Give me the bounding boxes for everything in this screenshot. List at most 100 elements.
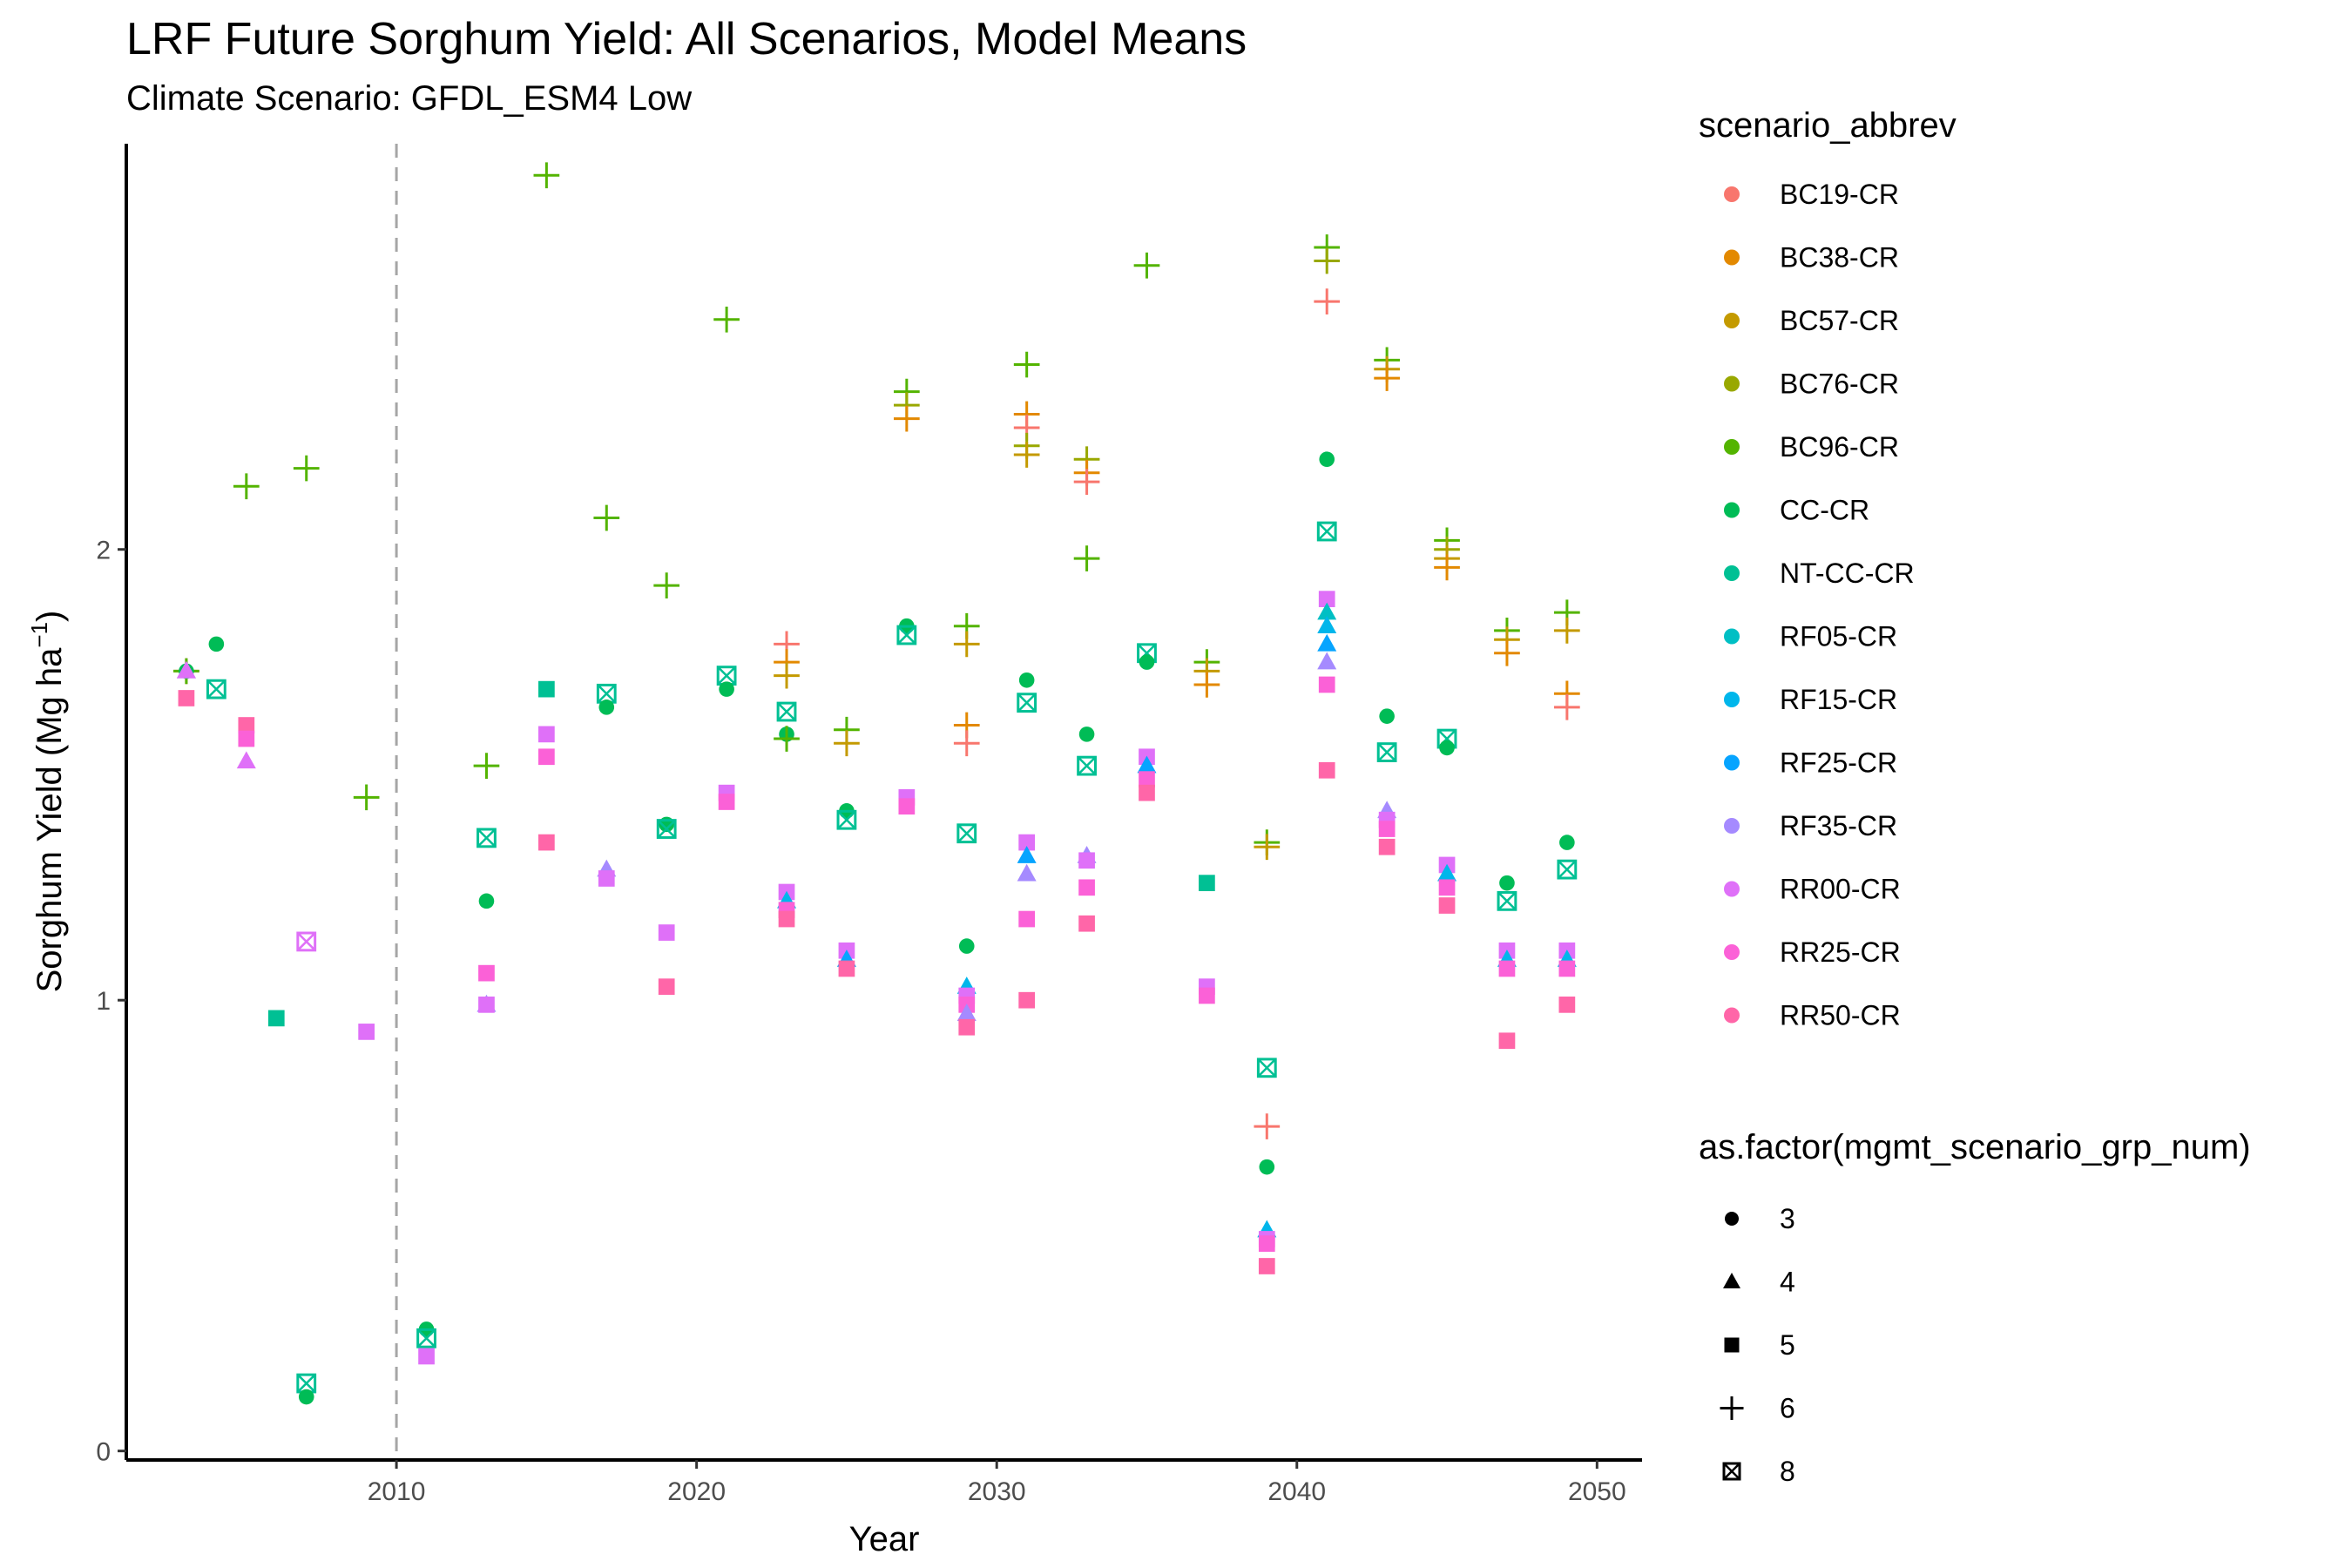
- data-point: [1498, 1032, 1516, 1050]
- data-point: [1078, 915, 1095, 932]
- legend-label: BC19-CR: [1780, 179, 1899, 210]
- legend-label: RF15-CR: [1780, 684, 1897, 715]
- data-point: [774, 726, 800, 752]
- data-point: [719, 681, 734, 697]
- data-point: [538, 748, 555, 766]
- data-point: [1497, 890, 1517, 911]
- legend-key-dot: [1724, 439, 1740, 455]
- data-point: [538, 726, 555, 743]
- legend-key-dot: [1724, 186, 1740, 202]
- data-point: [1559, 835, 1575, 850]
- chart-subtitle: Climate Scenario: GFDL_ESM4 Low: [126, 79, 693, 118]
- legend-key-dot: [1724, 565, 1740, 581]
- data-point: [1378, 838, 1396, 855]
- data-point: [834, 730, 860, 757]
- data-point: [1017, 863, 1037, 882]
- data-point: [598, 870, 615, 887]
- x-tick-label-2020: 2020: [667, 1477, 726, 1506]
- x-axis-title: Year: [849, 1520, 920, 1558]
- data-point: [1073, 469, 1100, 495]
- legend-key-dot: [1724, 628, 1740, 645]
- data-point: [958, 1018, 976, 1036]
- data-point: [533, 162, 560, 189]
- data-point: [1376, 742, 1397, 762]
- legend-item-rf15-cr: RF15-CR: [1724, 684, 1897, 715]
- data-point: [956, 1004, 977, 1021]
- data-point: [1317, 633, 1337, 652]
- legend-shapes: 3 4 5 6 8: [1720, 1203, 1795, 1487]
- data-point: [956, 823, 977, 844]
- data-point: [598, 700, 615, 715]
- legend-key-dot: [1724, 249, 1740, 266]
- data-point: [593, 504, 620, 531]
- legend-item-rf05-cr: RF05-CR: [1724, 621, 1897, 652]
- data-point: [206, 679, 226, 700]
- legend-item-rf25-cr: RF25-CR: [1724, 747, 1897, 779]
- data-point: [1018, 910, 1036, 928]
- y-axis-title-main: Sorghum Yield (Mg ha: [30, 647, 69, 993]
- legend-color-title: scenario_abbrev: [1699, 106, 1957, 145]
- legend-colors: BC19-CR BC38-CR BC57-CR BC76-CR BC96-CR CC-CR…: [1724, 179, 1915, 1031]
- data-point: [1318, 761, 1335, 779]
- data-point: [1378, 821, 1396, 837]
- data-point: [476, 828, 497, 848]
- legend-label: 5: [1780, 1329, 1795, 1361]
- data-point: [1499, 875, 1515, 891]
- data-point: [1018, 991, 1036, 1009]
- axis-ticks: 2010 2020 2030 2040 2050 0 1 2: [96, 537, 1625, 1506]
- legend-label: 6: [1780, 1393, 1795, 1424]
- legend-key-triangle: [1723, 1273, 1740, 1288]
- data-point: [478, 893, 495, 909]
- data-point: [953, 730, 980, 757]
- legend-label: RF05-CR: [1780, 621, 1897, 652]
- data-point: [473, 753, 500, 779]
- legend-label: RR50-CR: [1780, 1000, 1901, 1031]
- data-point: [718, 794, 735, 810]
- data-point: [1078, 727, 1095, 742]
- data-point: [1259, 1159, 1275, 1175]
- data-point: [1498, 960, 1516, 977]
- legend-item-rr50-cr: RR50-CR: [1724, 1000, 1901, 1031]
- data-point: [1013, 351, 1040, 378]
- legend-item-shape-5: 5: [1724, 1329, 1795, 1361]
- data-points: [173, 162, 1580, 1405]
- legend-key-dot: [1724, 1007, 1740, 1024]
- legend-item-bc19-cr: BC19-CR: [1724, 179, 1899, 210]
- data-point: [1199, 875, 1215, 891]
- legend-label: BC96-CR: [1780, 431, 1899, 463]
- data-point: [1557, 859, 1578, 880]
- chart-title: LRF Future Sorghum Yield: All Scenarios,…: [126, 14, 1247, 64]
- legend-key-boxcross: [1722, 1462, 1741, 1481]
- legend-item-bc38-cr: BC38-CR: [1724, 242, 1899, 274]
- legend-label: BC57-CR: [1780, 305, 1899, 336]
- data-point: [1379, 708, 1395, 724]
- data-point: [1199, 987, 1215, 1004]
- data-point: [1017, 693, 1037, 713]
- legend-item-bc76-cr: BC76-CR: [1724, 368, 1899, 400]
- data-point: [1193, 672, 1220, 698]
- data-point: [656, 819, 677, 839]
- legend-item-shape-6: 6: [1720, 1393, 1795, 1424]
- legend-label: NT-CC-CR: [1780, 558, 1915, 589]
- data-point: [208, 636, 225, 652]
- legend-item-cc-cr: CC-CR: [1724, 495, 1869, 526]
- y-axis-title: Sorghum Yield (Mg ha−1): [26, 611, 69, 993]
- x-tick-label-2040: 2040: [1267, 1477, 1326, 1506]
- legend-key-dot: [1724, 754, 1740, 771]
- legend-label: RF25-CR: [1780, 747, 1897, 779]
- legend-item-shape-4: 4: [1723, 1267, 1795, 1298]
- data-point: [1139, 654, 1155, 670]
- data-point: [1439, 740, 1455, 756]
- data-point: [1314, 247, 1341, 274]
- legend-key-dot: [1724, 818, 1740, 834]
- data-point: [293, 455, 320, 482]
- data-point: [416, 1328, 436, 1348]
- legend-key-plus: [1720, 1396, 1744, 1420]
- legend-label: RR00-CR: [1780, 874, 1901, 905]
- legend-key-dot: [1724, 375, 1740, 392]
- y-axis-title-sup: −1: [26, 622, 52, 648]
- y-tick-label-2: 2: [96, 537, 111, 565]
- data-point: [1256, 1058, 1277, 1078]
- legend-label: RR25-CR: [1780, 936, 1901, 968]
- legend-key-dot: [1724, 692, 1740, 707]
